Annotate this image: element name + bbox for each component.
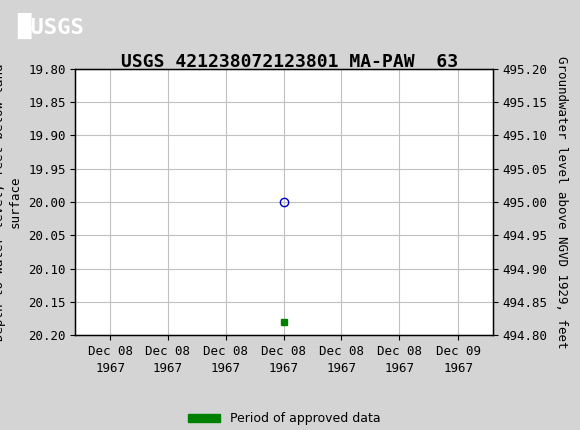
Text: USGS 421238072123801 MA-PAW  63: USGS 421238072123801 MA-PAW 63	[121, 53, 459, 71]
Legend: Period of approved data: Period of approved data	[183, 408, 385, 430]
Y-axis label: Groundwater level above NGVD 1929, feet: Groundwater level above NGVD 1929, feet	[554, 56, 568, 348]
Text: █USGS: █USGS	[17, 13, 84, 39]
Y-axis label: Depth to water level, feet below land
surface: Depth to water level, feet below land su…	[0, 63, 21, 341]
